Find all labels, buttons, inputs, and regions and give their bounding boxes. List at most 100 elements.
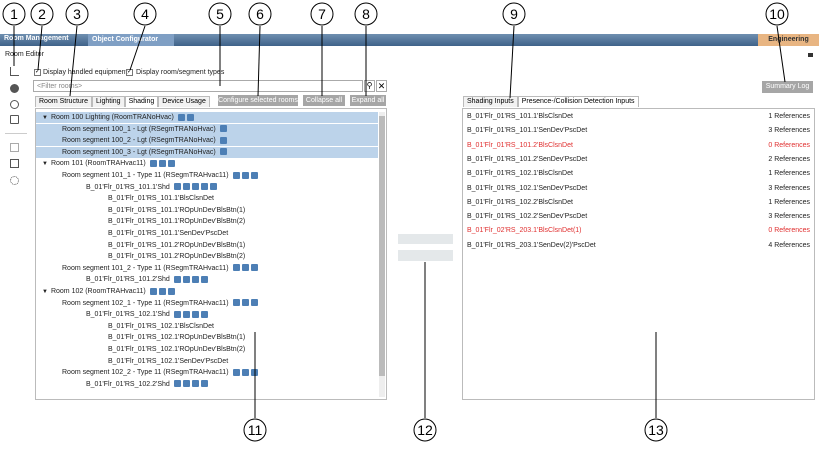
tree-label: Room 100 Lighting (RoomTRANoHvac) [50,114,174,121]
tree-row[interactable]: B_01'Flr_01'RS_101.2'Shd [36,274,378,285]
callout-circle [2,2,26,26]
tree-label: B_01'Flr_01'RS_102.1'ROpUnDev'BlsBtn(2) [108,346,246,353]
callout-circle [243,418,267,442]
tab[interactable]: Device Usage [158,96,210,107]
tree-row[interactable]: B_01'Flr_01'RS_102.1'ROpUnDev'BlsBtn(2) [36,344,378,355]
callout-number: 11 [248,422,263,438]
tree-row[interactable]: B_01'Flr_01'RS_102.1'SenDev'PscDet [36,356,378,367]
search-button[interactable]: ⚲ [364,80,375,92]
tool-icon[interactable] [10,143,19,152]
icon [200,276,208,284]
button[interactable]: Configure selected rooms [218,95,298,106]
tool-icon[interactable] [10,176,19,185]
expander[interactable]: ▼ [42,115,48,121]
tab[interactable]: Presence-/Collision Detection Inputs [517,96,639,107]
icon [173,310,181,318]
button[interactable]: Summary Log [762,81,813,93]
callout-number: 12 [417,422,433,438]
checkbox[interactable]: ✓ [126,69,133,76]
tree-row[interactable]: ▼ Room 100 Lighting (RoomTRANoHvac) [36,112,378,123]
tree-label: B_01'Flr_01'RS_102.1'BlsClsnDet [108,322,214,330]
scrollbar[interactable] [379,112,385,397]
input-row[interactable]: B_01'Flr_01'RS_203.1'SenDev(2)'PscDet 4 R… [467,242,810,253]
tree-row[interactable]: Room segment 100_2 - Lgt (RSegmTRANoHvac… [36,135,378,147]
icon [158,160,166,168]
icon [158,287,166,295]
icon [167,287,175,295]
tree-row[interactable]: Room segment 101_2 - Type 11 (RSegmTRAHv… [36,263,378,274]
tree-row[interactable]: Room segment 101_1 - Type 11 (RSegmTRAHv… [36,170,378,181]
tab[interactable]: Room Management [4,35,69,42]
callout-number: 6 [256,6,264,22]
tree-label: Room segment 100_3 - Lgt (RSegmTRANoHvac… [62,148,216,156]
input-row[interactable]: B_01'Flr_01'RS_102.2'BlsClsnDet 1 Referen… [467,199,810,210]
tree-row[interactable]: ▼ Room 101 (RoomTRAHvac11) [36,158,378,169]
callout-number: 7 [318,6,326,22]
checkbox[interactable]: ✓ [34,69,41,76]
filter-input[interactable]: <Filter rooms> [33,80,363,92]
expander[interactable]: ▼ [42,289,48,295]
tab[interactable]: Lighting [92,96,125,107]
tree-row[interactable]: B_01'Flr_01'RS_101.1'BlsClsnDet [36,193,378,204]
tree-row[interactable]: Room segment 102_2 - Type 11 (RSegmTRAHv… [36,367,378,378]
tab[interactable]: Shading [124,96,159,107]
tab[interactable]: Room Structure [35,96,93,107]
input-row[interactable]: B_01'Flr_01'RS_101.1'BlsClsnDet 1 Referen… [467,113,810,124]
title-bar [0,34,819,46]
button[interactable]: Expand all [350,95,386,106]
tree-row[interactable]: B_01'Flr_01'RS_102.2'Shd [36,379,378,390]
tree-label: B_01'Flr_01'RS_101.2'ROpUnDev'BlsBtn(1) [108,241,246,249]
expander[interactable]: ▼ [42,161,48,168]
icon [209,183,217,191]
tab[interactable]: Shading Inputs [463,96,518,107]
tree-row[interactable]: B_01'Flr_01'RS_102.1'BlsClsnDet [36,321,378,332]
reference-count: 4 References [768,241,810,249]
pin[interactable] [808,53,813,57]
tool-icon[interactable] [10,67,19,76]
tree-label: Room segment 100_1 - Lgt (RSegmTRANoHvac… [62,125,216,133]
tree-row[interactable]: ▼ Room 102 (RoomTRAHvac11) [36,286,378,297]
input-row[interactable]: B_01'Flr_01'RS_101.2'BlsClsnDet 0 Referen… [467,142,810,153]
icon [191,380,199,388]
button[interactable]: Collapse all [303,95,345,106]
tree-row[interactable]: B_01'Flr_01'RS_101.2'ROpUnDev'BlsBtn(2) [36,251,378,262]
tree-row[interactable]: B_01'Flr_01'RS_101.1'ROpUnDev'BlsBtn(1) [36,205,378,216]
separator [5,133,27,134]
input-row[interactable]: B_01'Flr_02'RS_203.1'BlsClsnDet(1) 0 Refe… [467,227,810,238]
tool-icon[interactable] [10,115,19,124]
tree-row[interactable]: B_01'Flr_01'RS_102.1'ROpUnDev'BlsBtn(1) [36,332,378,343]
tree-row[interactable]: Room segment 100_1 - Lgt (RSegmTRANoHvac… [36,123,378,135]
add-button[interactable] [398,234,453,244]
icon [173,183,181,191]
tree-row[interactable]: Room segment 100_3 - Lgt (RSegmTRANoHvac… [36,146,378,158]
tab[interactable]: Object Configurator [88,34,174,46]
icon [200,310,208,318]
tool-icon[interactable] [10,100,19,109]
tree-label: B_01'Flr_01'RS_101.1'Shd [86,183,170,191]
input-row[interactable]: B_01'Flr_01'RS_102.1'BlsClsnDet 1 Referen… [467,170,810,181]
tree-row[interactable]: B_01'Flr_01'RS_101.1'Shd [36,182,378,193]
tree-label: B_01'Flr_01'RS_101.1'SenDev'PscDet [108,230,229,237]
tree-row[interactable]: B_01'Flr_01'RS_102.1'Shd [36,309,378,320]
tool-icon[interactable] [10,159,19,168]
tool-icon[interactable] [10,84,19,93]
input-row[interactable]: B_01'Flr_01'RS_102.1'SenDev'PscDet 3 Refe… [467,185,810,196]
tree-row[interactable]: B_01'Flr_01'RS_101.2'ROpUnDev'BlsBtn(1) [36,240,378,251]
tree-label: Room segment 102_2 - Type 11 (RSegmTRAHv… [62,369,229,377]
clear-button[interactable]: ✕ [376,80,387,92]
icon [241,171,249,179]
icon [182,380,190,388]
tree-row[interactable]: B_01'Flr_01'RS_101.1'ROpUnDev'BlsBtn(2) [36,216,378,227]
tree-row[interactable]: Room segment 102_1 - Type 11 (RSegmTRAHv… [36,298,378,309]
callout-circle [248,2,272,26]
input-row[interactable]: B_01'Flr_01'RS_101.1'SenDev'PscDet 3 Refe… [467,127,810,138]
tree-row[interactable]: B_01'Flr_01'RS_101.1'SenDev'PscDet [36,228,378,239]
remove-button[interactable] [398,250,453,261]
callout-circle [65,2,89,26]
reference-count: 3 References [768,184,810,192]
engineering-tab[interactable]: Engineering [758,34,819,46]
input-row[interactable]: B_01'Flr_01'RS_102.2'SenDev'PscDet 3 Refe… [467,213,810,224]
input-row[interactable]: B_01'Flr_01'RS_101.2'SenDev'PscDet 2 Refe… [467,156,810,167]
callout-circle [133,2,157,26]
input-name: B_01'Flr_01'RS_101.1'SenDev'PscDet [467,127,588,135]
